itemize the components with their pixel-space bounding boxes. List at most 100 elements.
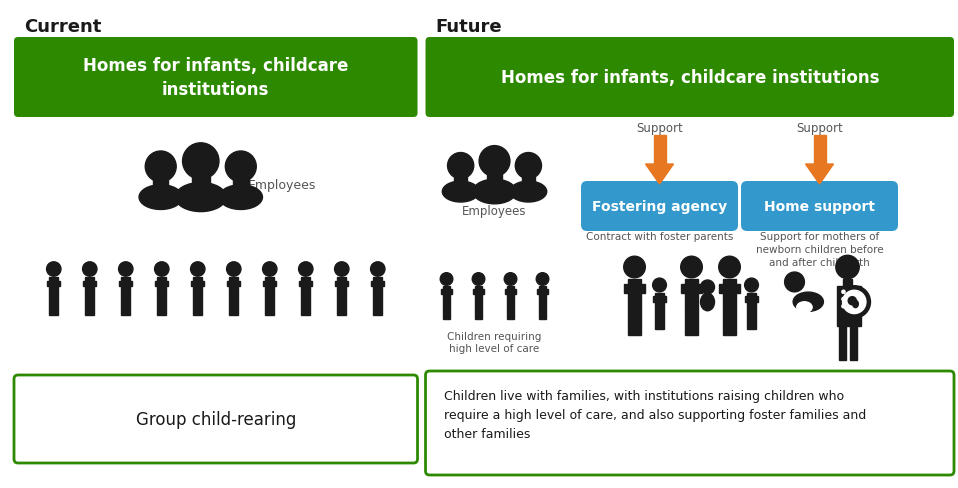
Bar [813, 136, 826, 164]
Bar [227, 281, 240, 287]
Bar [153, 180, 169, 192]
Bar [745, 297, 758, 302]
Text: Home support: Home support [764, 200, 875, 214]
Bar [85, 296, 90, 315]
Text: Children requiring
high level of care: Children requiring high level of care [447, 331, 541, 354]
Bar [475, 286, 482, 303]
Bar [233, 180, 248, 192]
Bar [229, 296, 234, 315]
Bar [723, 307, 730, 336]
Bar [478, 303, 482, 319]
Bar [751, 311, 756, 329]
Bar [157, 277, 166, 296]
Ellipse shape [473, 180, 516, 204]
Bar [265, 296, 270, 315]
Text: Fostering agency: Fostering agency [592, 200, 727, 214]
Circle shape [700, 281, 715, 294]
Circle shape [154, 262, 169, 277]
Text: Group child-rearing: Group child-rearing [136, 410, 296, 428]
Bar [747, 293, 756, 311]
Circle shape [842, 298, 845, 301]
Bar [487, 174, 502, 186]
Bar [843, 279, 853, 286]
Bar [653, 297, 666, 302]
Ellipse shape [443, 182, 479, 203]
Bar [194, 296, 197, 315]
Bar [839, 326, 846, 361]
FancyBboxPatch shape [14, 38, 418, 118]
Bar [125, 296, 130, 315]
Circle shape [262, 262, 277, 277]
Bar [653, 136, 666, 164]
Bar [90, 296, 94, 315]
Bar [685, 279, 698, 307]
Bar [155, 281, 169, 287]
Bar [306, 296, 310, 315]
Bar [692, 307, 698, 336]
Ellipse shape [219, 185, 262, 210]
Bar [659, 311, 664, 329]
Circle shape [334, 262, 349, 277]
Circle shape [624, 257, 646, 278]
Bar [655, 293, 664, 311]
Bar [747, 311, 751, 329]
Bar [723, 279, 736, 307]
Bar [119, 281, 132, 287]
Circle shape [371, 262, 385, 277]
Text: Children live with families, with institutions raising children who
require a hi: Children live with families, with instit… [444, 389, 866, 440]
Text: Support for mothers of
newborn children before
and after childbirth: Support for mothers of newborn children … [756, 231, 883, 268]
Circle shape [848, 297, 856, 305]
Bar [47, 281, 60, 287]
Ellipse shape [853, 301, 858, 308]
Bar [377, 296, 382, 315]
Circle shape [681, 257, 702, 278]
Text: Employees: Employees [463, 204, 527, 218]
Text: Future: Future [436, 18, 502, 36]
Bar [507, 286, 514, 303]
Bar [197, 296, 202, 315]
Circle shape [225, 152, 257, 183]
Bar [475, 303, 478, 319]
Bar [229, 277, 239, 296]
Bar [192, 176, 210, 191]
Bar [836, 286, 861, 326]
Bar [730, 307, 736, 336]
FancyBboxPatch shape [425, 38, 954, 118]
Circle shape [472, 273, 485, 285]
Bar [122, 277, 130, 296]
Bar [628, 307, 634, 336]
Bar [335, 281, 349, 287]
FancyBboxPatch shape [741, 182, 898, 231]
Circle shape [504, 273, 516, 285]
FancyBboxPatch shape [425, 371, 954, 475]
Circle shape [515, 153, 541, 180]
Bar [302, 277, 310, 296]
Bar [337, 277, 346, 296]
Circle shape [441, 273, 453, 285]
Bar [850, 326, 857, 361]
Bar [538, 303, 542, 319]
Bar [446, 303, 450, 319]
Circle shape [299, 262, 313, 277]
Circle shape [119, 262, 133, 277]
Polygon shape [806, 164, 833, 184]
FancyBboxPatch shape [581, 182, 738, 231]
Bar [634, 307, 641, 336]
Text: Current: Current [24, 18, 102, 36]
Polygon shape [646, 164, 673, 184]
Bar [511, 303, 514, 319]
Circle shape [718, 257, 741, 278]
Circle shape [146, 152, 176, 183]
Text: Support: Support [796, 122, 843, 135]
Bar [85, 277, 94, 296]
Bar [443, 303, 446, 319]
Bar [54, 296, 58, 315]
Bar [371, 281, 384, 287]
Circle shape [785, 272, 805, 292]
Bar [522, 177, 535, 187]
Ellipse shape [139, 185, 182, 210]
Bar [337, 296, 342, 315]
Bar [265, 277, 274, 296]
Text: Contract with foster parents: Contract with foster parents [586, 231, 733, 242]
Bar [50, 296, 54, 315]
